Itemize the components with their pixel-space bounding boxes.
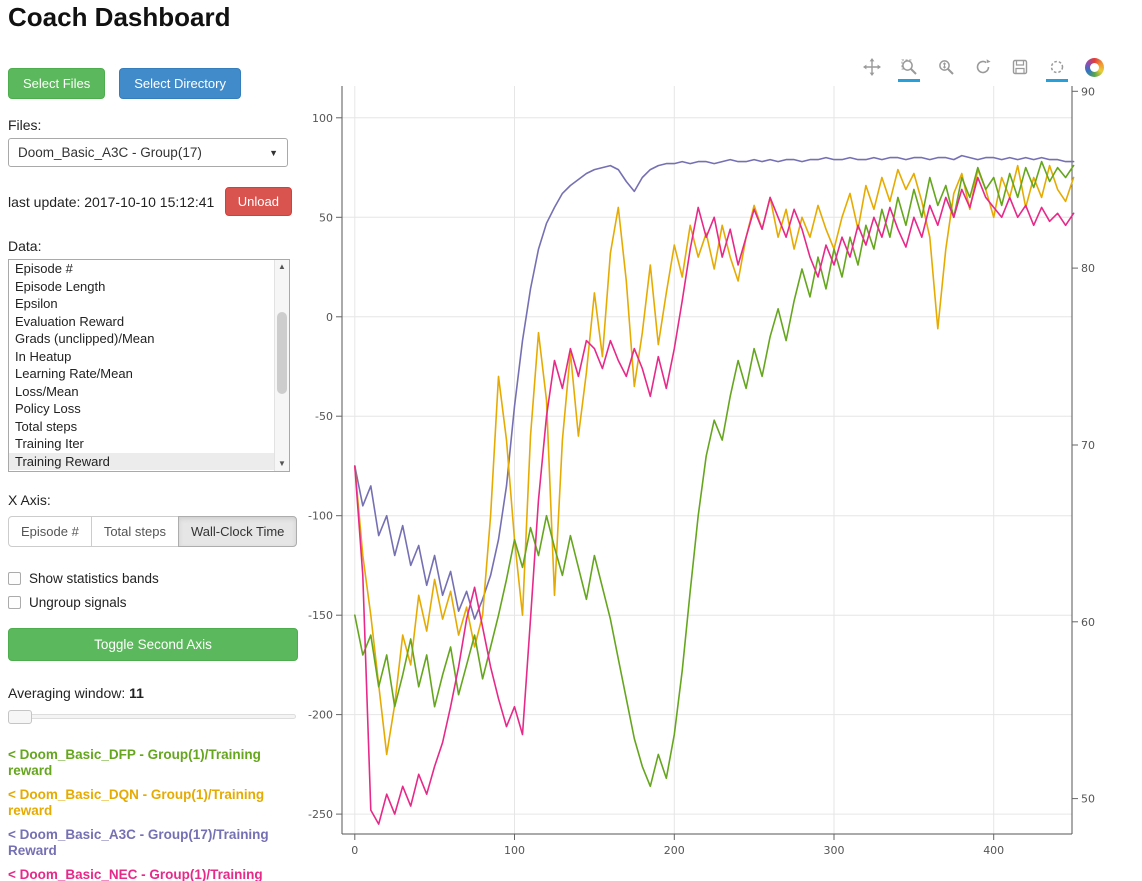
svg-text:300: 300 xyxy=(824,844,845,857)
x-axis-option-total-steps[interactable]: Total steps xyxy=(90,516,179,547)
svg-text:200: 200 xyxy=(664,844,685,857)
averaging-slider[interactable] xyxy=(8,710,296,724)
files-label: Files: xyxy=(8,117,42,133)
svg-text:60: 60 xyxy=(1081,616,1095,629)
plot-toolbar xyxy=(860,55,1106,82)
averaging-window-label: Averaging window: xyxy=(8,685,126,701)
svg-text:80: 80 xyxy=(1081,262,1095,275)
svg-text:50: 50 xyxy=(1081,793,1095,806)
select-files-button[interactable]: Select Files xyxy=(8,68,106,99)
data-listbox[interactable]: Episode # Episode Length Epsilon Evaluat… xyxy=(8,259,290,472)
last-update-text: last update: 2017-10-10 15:12:41 xyxy=(8,193,215,210)
svg-text:-250: -250 xyxy=(308,808,333,821)
list-item[interactable]: Policy Loss xyxy=(15,401,81,416)
svg-text:-50: -50 xyxy=(315,410,333,423)
page-title: Coach Dashboard xyxy=(8,2,231,32)
wheel-zoom-tool-icon[interactable] xyxy=(934,55,958,79)
list-item[interactable]: In Heatup xyxy=(15,348,72,364)
ungroup-signals-label: Ungroup signals xyxy=(29,595,127,610)
slider-handle[interactable] xyxy=(8,710,32,724)
legend-entry-dfp[interactable]: < Doom_Basic_DFP - Group(1)/Training rew… xyxy=(8,747,261,778)
hover-tool-icon[interactable] xyxy=(1045,55,1069,82)
svg-text:100: 100 xyxy=(312,112,333,125)
svg-text:-100: -100 xyxy=(308,510,333,523)
svg-text:-150: -150 xyxy=(308,609,333,622)
reset-tool-icon[interactable] xyxy=(971,55,995,79)
x-axis-label: X Axis: xyxy=(8,492,51,508)
list-item[interactable]: Training Iter xyxy=(15,436,84,451)
svg-text:90: 90 xyxy=(1081,85,1095,98)
svg-text:400: 400 xyxy=(983,844,1004,857)
list-item[interactable]: Loss/Mean xyxy=(15,383,79,399)
list-item[interactable]: Episode Length xyxy=(15,278,106,294)
box-zoom-tool-icon[interactable] xyxy=(897,55,921,82)
averaging-window-value: 11 xyxy=(129,685,144,701)
pan-tool-icon[interactable] xyxy=(860,55,884,79)
reward-plot[interactable]: 0 100 200 300 400 100 50 0 -50 -100 -150 -200 -250 90… xyxy=(300,76,1110,866)
files-select-value: Doom_Basic_A3C - Group(17) xyxy=(18,145,202,160)
listbox-scrollbar[interactable]: ▲ ▼ xyxy=(274,260,289,471)
ungroup-signals-row: Ungroup signals xyxy=(8,595,300,610)
show-statistics-bands-row: Show statistics bands xyxy=(8,571,300,586)
scroll-up-icon[interactable]: ▲ xyxy=(278,262,286,271)
svg-text:50: 50 xyxy=(319,211,333,224)
save-tool-icon[interactable] xyxy=(1008,55,1032,79)
list-item[interactable]: Episode # xyxy=(15,261,73,276)
show-statistics-bands-label: Show statistics bands xyxy=(29,571,159,586)
show-statistics-bands-checkbox[interactable] xyxy=(8,572,21,585)
chevron-down-icon: ▼ xyxy=(269,147,278,158)
legend-entry-nec[interactable]: < Doom_Basic_NEC - Group(1)/Training rew… xyxy=(8,866,263,881)
scroll-down-icon[interactable]: ▼ xyxy=(278,459,286,468)
svg-text:-200: -200 xyxy=(308,709,333,722)
chart-panel: 0 100 200 300 400 100 50 0 -50 -100 -150 -200 -250 90… xyxy=(300,52,1140,877)
list-item[interactable]: Grads (unclipped)/Mean xyxy=(15,331,155,346)
svg-text:0: 0 xyxy=(326,311,333,324)
ungroup-signals-checkbox[interactable] xyxy=(8,596,21,609)
files-select[interactable]: Doom_Basic_A3C - Group(17) ▼ xyxy=(8,138,288,167)
data-label: Data: xyxy=(8,238,42,254)
x-axis-button-group: Episode # Total steps Wall-Clock Time xyxy=(8,516,300,547)
list-item[interactable]: Evaluation Reward xyxy=(15,313,125,329)
legend-entry-dqn[interactable]: < Doom_Basic_DQN - Group(1)/Training rew… xyxy=(8,786,265,818)
list-item-selected[interactable]: Training Reward xyxy=(9,452,289,470)
series-legend: < Doom_Basic_DFP - Group(1)/Training rew… xyxy=(8,747,300,881)
x-axis-option-episode[interactable]: Episode # xyxy=(8,516,92,547)
svg-text:100: 100 xyxy=(504,844,525,857)
x-axis-option-wall-clock[interactable]: Wall-Clock Time xyxy=(177,516,298,547)
unload-button[interactable]: Unload xyxy=(224,187,292,216)
svg-text:0: 0 xyxy=(351,844,358,857)
list-item[interactable]: Total steps xyxy=(15,418,78,434)
svg-text:70: 70 xyxy=(1081,439,1095,452)
list-item[interactable]: Epsilon xyxy=(15,296,58,311)
scrollbar-thumb[interactable] xyxy=(277,312,287,394)
legend-entry-a3c[interactable]: < Doom_Basic_A3C - Group(17)/Training Re… xyxy=(8,826,269,858)
sidebar: Select Files Select Directory Files: Doo… xyxy=(8,68,300,881)
averaging-window-row: Averaging window: 11 xyxy=(8,685,300,701)
select-directory-button[interactable]: Select Directory xyxy=(119,68,241,99)
list-item[interactable]: Learning Rate/Mean xyxy=(15,366,133,381)
bokeh-logo-icon[interactable] xyxy=(1082,55,1106,79)
toggle-second-axis-button[interactable]: Toggle Second Axis xyxy=(8,628,298,661)
